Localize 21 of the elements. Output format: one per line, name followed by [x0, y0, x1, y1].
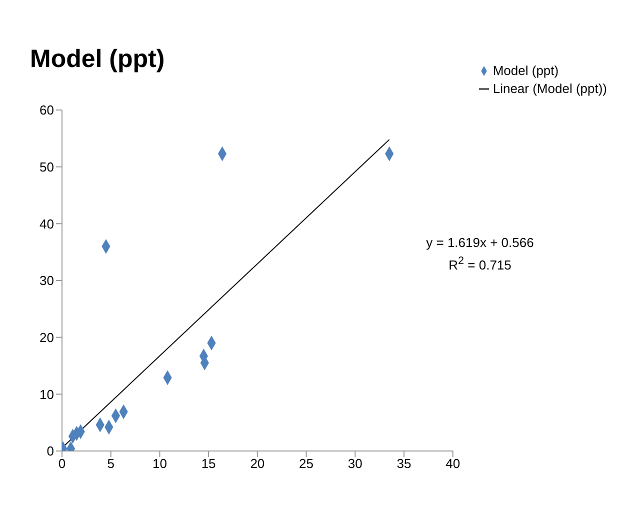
- y-tick-label: 40: [40, 216, 54, 232]
- legend-label: Model (ppt): [492, 63, 559, 78]
- chart-title: Model (ppt): [30, 45, 165, 74]
- y-tick-label: 10: [40, 386, 54, 402]
- x-tick-label: 20: [250, 456, 265, 472]
- y-tick-label: 50: [40, 159, 54, 174]
- x-tick-label: 35: [396, 456, 412, 472]
- y-tick-label: 30: [40, 273, 54, 288]
- legend-label: Linear (Model (ppt)): [492, 81, 607, 96]
- x-tick-label: 10: [152, 456, 167, 472]
- annotation: R$^{2}$ = 0.715: [448, 255, 512, 272]
- x-tick-label: 25: [299, 456, 314, 472]
- annotation: y = 1.619x + 0.566: [425, 235, 535, 250]
- x-tick-label: 0: [58, 456, 66, 472]
- x-tick-label: 40: [446, 456, 460, 472]
- y-tick-label: 60: [40, 102, 54, 118]
- y-tick-label: 20: [40, 330, 54, 345]
- x-tick-label: 5: [107, 456, 114, 472]
- y-tick-label: 0: [46, 444, 54, 459]
- x-tick-label: 15: [201, 456, 216, 472]
- x-tick-label: 30: [348, 456, 362, 472]
